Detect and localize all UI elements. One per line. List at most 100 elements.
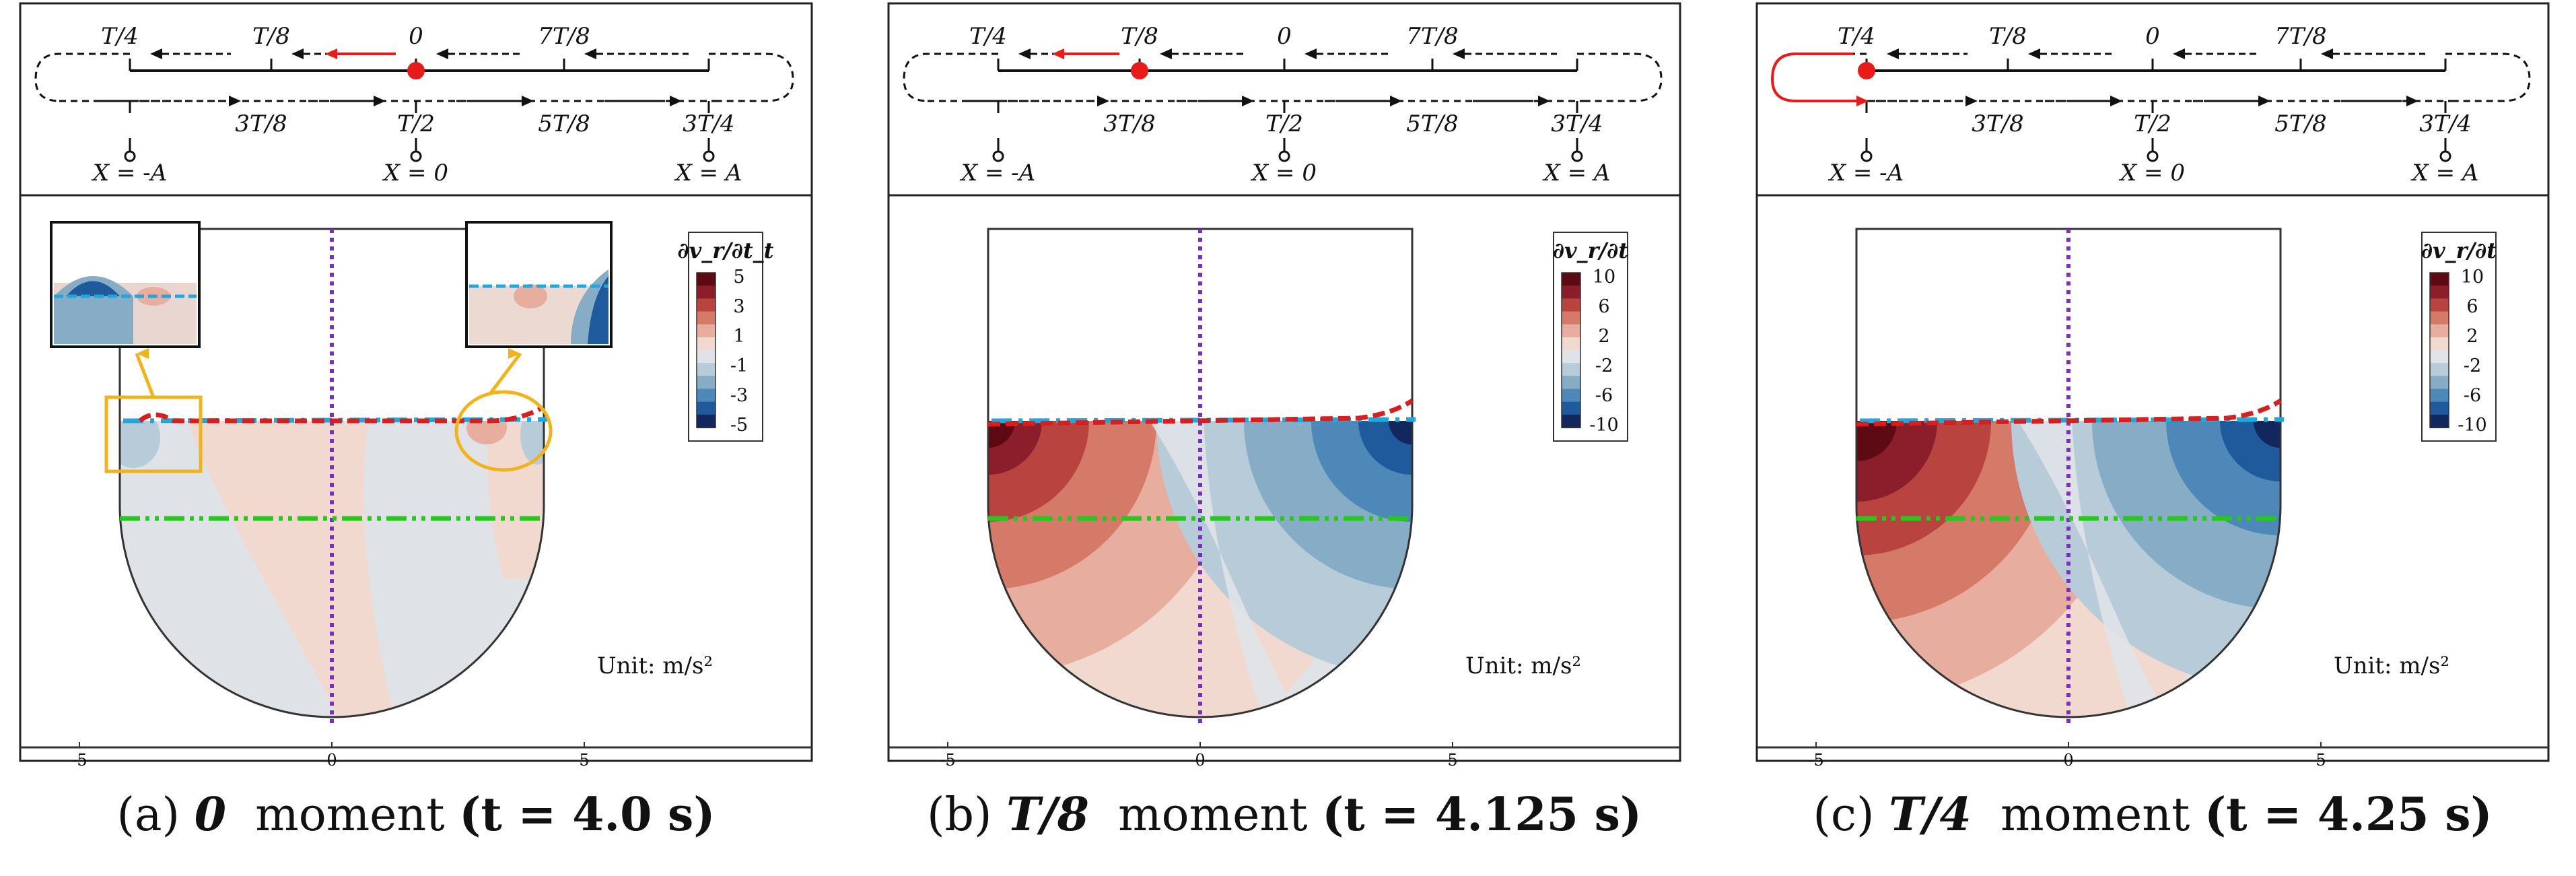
caption-c: (c) T/4 moment (t = 4.25 s) bbox=[1715, 788, 2576, 842]
lower-phase-label: T/2 bbox=[1265, 110, 1303, 137]
legend-tick: -10 bbox=[2458, 415, 2486, 436]
caption-label: (c) bbox=[1813, 788, 1875, 842]
inset-left-neg-core bbox=[66, 281, 120, 296]
colorbar-legend: ∂v_r/∂t 10 6 2 -2 -6 -10 bbox=[1553, 232, 1628, 442]
lower-arrow-head bbox=[670, 96, 682, 106]
lower-phase-label: 5T/8 bbox=[1406, 110, 1458, 137]
legend-swatch bbox=[2430, 273, 2449, 287]
timeline-diagram: T/4 T/8 0 7T/8 3T/8 T/2 5T/8 3T/4 X = -A X = 0 X =… bbox=[19, 2, 813, 197]
lower-phase-label: 3T/4 bbox=[683, 110, 734, 137]
field-contour-pos bbox=[988, 421, 1015, 448]
unit-label: Unit: m/s² bbox=[2334, 652, 2449, 679]
lower-arrow-head bbox=[1390, 96, 1402, 106]
lower-phase-label: 5T/8 bbox=[538, 110, 590, 137]
field-neutral-strip bbox=[2018, 421, 2173, 717]
field-contour-neg bbox=[1156, 421, 1412, 677]
lower-phase-label: 3T/8 bbox=[1972, 110, 2023, 137]
lower-phase-label: 3T/8 bbox=[1103, 110, 1155, 137]
upper-phase-label: 0 bbox=[409, 23, 423, 50]
field-contour-pos bbox=[988, 421, 1156, 589]
field-neutral-strip bbox=[1150, 421, 1304, 717]
upper-arrow-head bbox=[2028, 48, 2040, 59]
upper-arrow-head bbox=[1160, 48, 1172, 59]
x-axis-tick-label: 5 bbox=[2316, 751, 2326, 768]
legend-tick: -5 bbox=[730, 415, 748, 436]
contour-plot: ∂v_r/∂t_t 5 3 1 -1 -3 -5 Unit: m/s² -5 0 5 bbox=[19, 194, 813, 768]
panel-c: T/4 T/8 0 7T/8 3T/8 T/2 5T/8 3T/4 X = -A X = 0 X =… bbox=[1755, 2, 2550, 768]
field-contour-pos bbox=[1856, 421, 1897, 461]
legend-swatch bbox=[2430, 389, 2449, 403]
x-axis-tick-label: -5 bbox=[940, 751, 955, 768]
upper-arrow-head bbox=[436, 48, 448, 59]
legend-swatch bbox=[2430, 401, 2449, 415]
timeline-frame bbox=[19, 2, 813, 197]
legend-bar-border bbox=[2429, 272, 2449, 428]
position-label: X = -A bbox=[959, 160, 1035, 187]
caption-label: (a) bbox=[116, 788, 180, 842]
legend-swatch bbox=[1562, 363, 1580, 377]
colorbar-legend: ∂v_r/∂t_t 5 3 1 -1 -3 -5 bbox=[678, 232, 774, 442]
fluid-field bbox=[988, 421, 1412, 717]
legend-tick: -6 bbox=[1595, 385, 1613, 406]
legend-swatch bbox=[697, 311, 716, 325]
lower-arrow-head bbox=[1538, 96, 1550, 106]
field-band-neg bbox=[120, 421, 160, 468]
field-contour-pos bbox=[1856, 421, 2274, 717]
lower-phase-label: 3T/8 bbox=[235, 110, 287, 137]
caption-word: moment bbox=[255, 788, 445, 842]
lower-arrow-head bbox=[522, 96, 534, 106]
position-pin-head bbox=[1278, 150, 1290, 162]
x-axis-tick-label: 5 bbox=[1447, 751, 1457, 768]
position-pin-head bbox=[2147, 150, 2159, 162]
caption-b: (b) T/8 moment (t = 4.125 s) bbox=[847, 788, 1722, 842]
red-direction-head bbox=[325, 48, 337, 59]
lower-arrow-head bbox=[374, 96, 386, 106]
upper-phase-label: T/8 bbox=[1989, 23, 2027, 50]
legend-swatch bbox=[1562, 324, 1580, 338]
legend-swatch bbox=[1562, 337, 1580, 351]
right-loop bbox=[709, 53, 794, 102]
legend-swatch bbox=[1562, 298, 1580, 312]
field-contour-neg bbox=[2254, 421, 2281, 448]
caption-time: (t = 4.25 s) bbox=[2204, 788, 2493, 842]
field-band-pos bbox=[466, 421, 507, 444]
legend-swatch bbox=[697, 414, 716, 428]
upper-arrow-head bbox=[1453, 48, 1465, 59]
legend-swatch bbox=[1562, 401, 1580, 415]
legend-swatch bbox=[697, 363, 716, 377]
unit-label: Unit: m/s² bbox=[597, 652, 713, 679]
position-pin-head bbox=[410, 150, 422, 162]
lower-phase-label: 3T/4 bbox=[2419, 110, 2471, 137]
position-pin-head bbox=[703, 150, 715, 162]
field-contour-pos bbox=[988, 421, 1089, 522]
free-surface-line bbox=[987, 399, 1414, 427]
caption-a: (a) 0 moment (t = 4.0 s) bbox=[0, 788, 854, 842]
panel-a: T/4 T/8 0 7T/8 3T/8 T/2 5T/8 3T/4 X = -A X = 0 X =… bbox=[19, 2, 813, 768]
lower-arrow-head bbox=[1965, 96, 1978, 106]
caption-label: (b) bbox=[926, 788, 992, 842]
field-band-pos bbox=[187, 421, 396, 717]
legend-tick: 10 bbox=[2461, 267, 2484, 288]
timeline-diagram: T/4 T/8 0 7T/8 3T/8 T/2 5T/8 3T/4 X = -A X = 0 X =… bbox=[887, 2, 1681, 197]
field-contour-pos bbox=[988, 421, 1392, 717]
field-contour-neg bbox=[1358, 421, 1412, 475]
unit-label: Unit: m/s² bbox=[1465, 652, 1581, 679]
upper-phase-label: T/8 bbox=[1121, 23, 1158, 50]
lower-phase-label: T/2 bbox=[397, 110, 435, 137]
upper-arrow-head bbox=[1887, 48, 1899, 59]
legend-tick: 2 bbox=[2466, 326, 2478, 347]
upper-arrow-head bbox=[584, 48, 596, 59]
contour-plot: ∂v_r/∂t 10 6 2 -2 -6 -10 Unit: m/s² -5 0 5 bbox=[887, 194, 1681, 768]
timeline-diagram: T/4 T/8 0 7T/8 3T/8 T/2 5T/8 3T/4 X = -A X = 0 X =… bbox=[1755, 2, 2550, 197]
legend-swatch bbox=[697, 298, 716, 312]
legend-swatch bbox=[697, 376, 716, 390]
red-loop-head bbox=[1856, 96, 1869, 106]
legend-swatch bbox=[2430, 414, 2449, 428]
upper-phase-label: T/4 bbox=[969, 23, 1007, 50]
legend-title: ∂v_r/∂t bbox=[2421, 238, 2497, 263]
legend-swatch bbox=[697, 285, 716, 300]
x-axis-tick-label: 0 bbox=[1195, 751, 1205, 768]
legend-title: ∂v_r/∂t bbox=[1553, 238, 1628, 263]
upper-phase-label: T/4 bbox=[101, 23, 139, 50]
position-label: X = A bbox=[674, 160, 742, 187]
